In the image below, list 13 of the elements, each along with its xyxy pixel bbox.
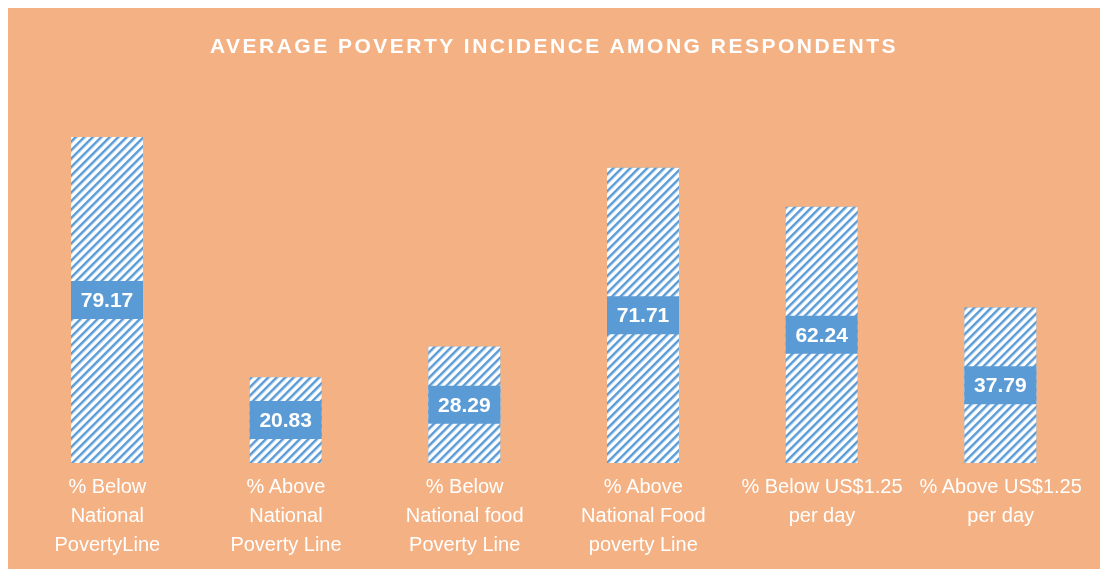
data-label: 20.83	[259, 408, 312, 432]
x-tick-label: % Below US$1.25 per day	[741, 475, 903, 526]
x-tick-label: % Above National Food poverty Line	[581, 475, 706, 555]
x-tick-label: % Below National PovertyLine	[54, 475, 161, 555]
x-tick-label: % Above US$1.25 per day	[919, 475, 1082, 526]
x-tick-label: % Below National food Poverty Line	[405, 475, 524, 555]
data-label: 62.24	[795, 322, 849, 346]
x-tick-label: % Above National Poverty Line	[230, 475, 342, 555]
data-label: 28.29	[438, 392, 491, 416]
data-label: 79.17	[80, 288, 134, 311]
chart-title: AVERAGE POVERTY INCIDENCE AMONG RESPONDENTS	[208, 34, 900, 58]
data-label: 37.79	[974, 373, 1027, 397]
data-label: 71.71	[616, 303, 670, 327]
